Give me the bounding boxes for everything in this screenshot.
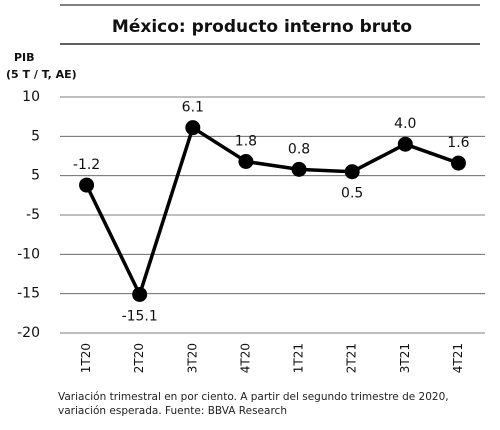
y-tick-label: -20	[17, 325, 40, 341]
y-tick-label: -10	[17, 246, 40, 262]
point	[397, 136, 413, 152]
point	[344, 164, 360, 180]
x-tick-label: 2T20	[132, 343, 146, 373]
data-label: -15.1	[122, 308, 158, 324]
footnote: Variación trimestral en por ciento. A pa…	[58, 391, 449, 417]
x-tick-label: 4T21	[451, 343, 465, 373]
x-tick-label: 1T21	[292, 343, 306, 373]
y-tick-label: 5	[31, 128, 40, 144]
chart: México: producto interno bruto PIB (5 T …	[6, 4, 485, 373]
y-axis-label: (5 T / T, AE)	[6, 68, 77, 81]
y-axis-label: PIB	[14, 51, 35, 64]
point	[238, 154, 254, 170]
data-label: 4.0	[394, 116, 416, 132]
data-label: 1.8	[235, 134, 257, 150]
data-label: 0.8	[288, 141, 310, 157]
x-tick-label: 2T21	[345, 343, 359, 373]
y-tick-label: -15	[17, 286, 40, 302]
y-tick-label: 10	[22, 89, 40, 105]
data-label: 0.5	[341, 186, 363, 202]
x-tick-label: 4T20	[238, 343, 252, 373]
data-label: -1.2	[73, 157, 100, 173]
point	[132, 286, 148, 302]
point	[450, 155, 466, 171]
point	[79, 177, 95, 193]
y-tick-label: -5	[26, 207, 40, 223]
point	[185, 120, 201, 136]
data-label: 6.1	[182, 100, 204, 116]
y-tick-label: 5	[31, 168, 40, 184]
line	[84, 124, 460, 300]
x-tick-label: 3T21	[398, 343, 412, 373]
x-tick-label: 3T20	[185, 343, 199, 373]
data-label: 1.6	[447, 135, 469, 151]
x-tick-label: 1T20	[79, 343, 93, 373]
chart-title: México: producto interno bruto	[112, 17, 412, 37]
point	[291, 161, 307, 177]
